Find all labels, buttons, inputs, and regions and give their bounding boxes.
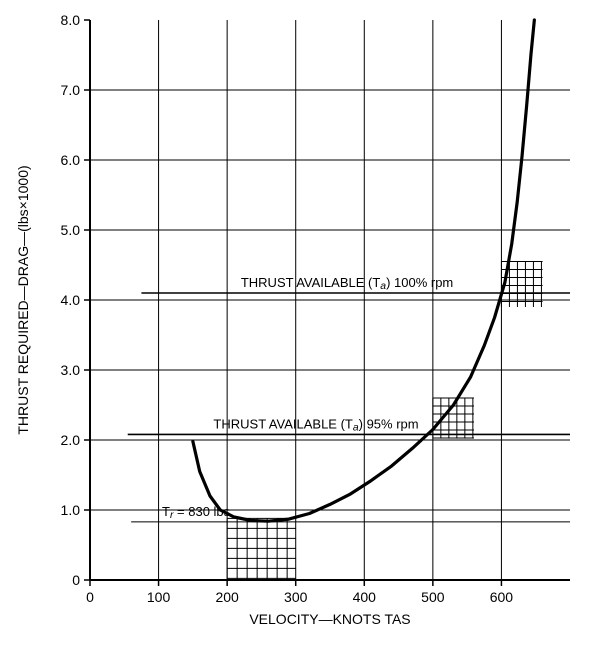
y-tick-label: 3.0 xyxy=(61,362,81,378)
y-tick-label: 1.0 xyxy=(61,502,81,518)
y-tick-label: 2.0 xyxy=(61,432,81,448)
y-tick-label: 0 xyxy=(72,572,80,588)
y-axis-label: THRUST REQUIRED—DRAG—(lbs×1000) xyxy=(15,165,31,434)
y-tick-label: 7.0 xyxy=(61,82,81,98)
x-tick-label: 600 xyxy=(490,589,514,605)
thrust-drag-chart: 0 100 200 300 400 500 600 0 1.0 2.0 3.0 4.0 5.0 6.0 7.… xyxy=(0,0,600,649)
y-tick-label: 6.0 xyxy=(61,152,81,168)
x-tick-label: 300 xyxy=(284,589,308,605)
hline-label-ta100: THRUST AVAILABLE (Ta) 100% rpm xyxy=(241,275,453,292)
hline-label-ta95: THRUST AVAILABLE (Ta) 95% rpm xyxy=(213,416,418,433)
y-tick-label: 4.0 xyxy=(61,292,81,308)
y-tick-label: 8.0 xyxy=(61,12,81,28)
x-tick-label: 500 xyxy=(421,589,445,605)
x-tick-label: 0 xyxy=(86,589,94,605)
x-tick-label: 200 xyxy=(215,589,239,605)
y-tick-label: 5.0 xyxy=(61,222,81,238)
x-tick-label: 100 xyxy=(147,589,171,605)
x-tick-label: 400 xyxy=(353,589,377,605)
x-axis-label: VELOCITY—KNOTS TAS xyxy=(249,611,410,627)
